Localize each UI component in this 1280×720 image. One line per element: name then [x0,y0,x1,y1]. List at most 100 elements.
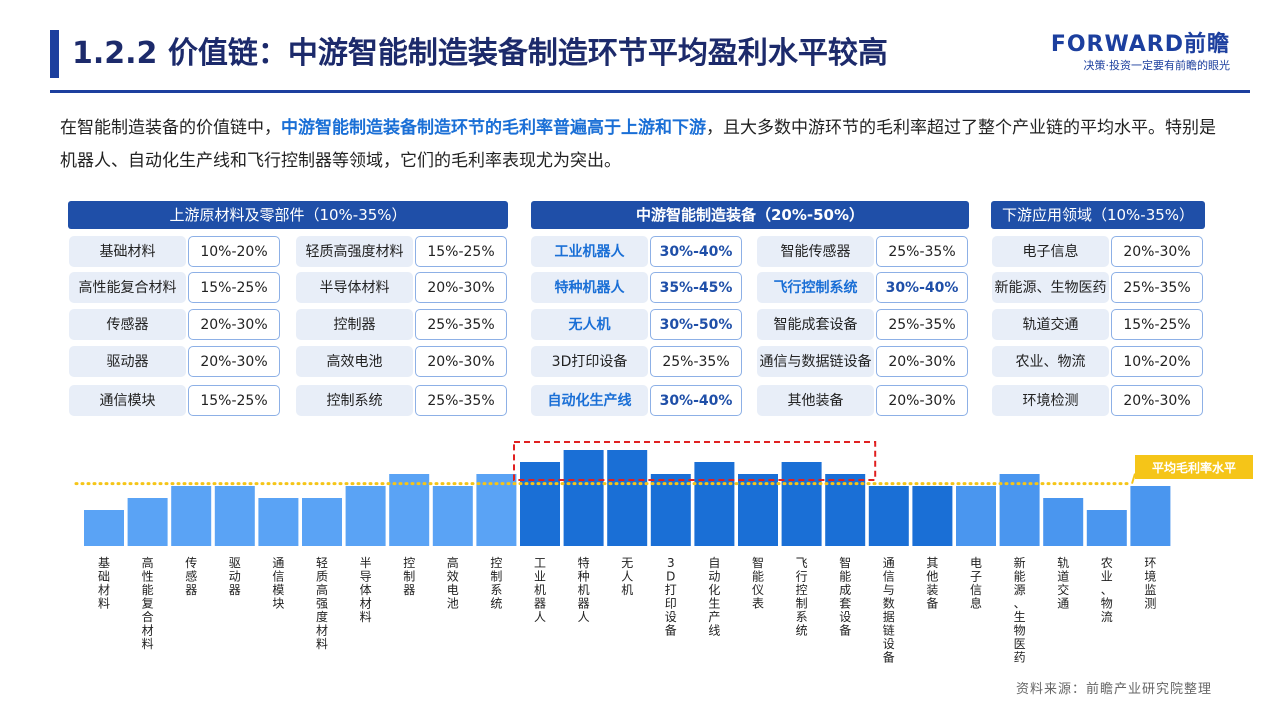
upstream-item-value: 15%-25% [415,236,507,267]
bar-飞行控制系统 [781,462,822,546]
bar-控制系统 [476,474,517,546]
bar-半导体材料 [345,486,386,546]
midstream-item-value: 20%-30% [876,346,968,377]
midstream-item-value: 35%-45% [650,272,742,303]
downstream-item-value: 20%-30% [1111,385,1203,416]
brand-logo: FORWARD前瞻 决策·投资一定要有前瞻的眼光 [1051,32,1230,74]
category-label: 基础材料 [98,556,110,611]
downstream-item-value: 20%-30% [1111,236,1203,267]
intro-highlight: 中游智能制造装备制造环节的毛利率普遍高于上游和下游 [281,118,706,138]
category-label: 工业机器人 [534,556,546,624]
bar-基础材料 [84,510,124,546]
midstream-item-label: 其他装备 [757,385,874,416]
category-label: 高性能复合材料 [142,555,154,651]
bar-传感器 [171,486,212,546]
upstream-item-value: 20%-30% [415,272,507,303]
bar-无人机 [607,450,648,546]
bar-电子信息 [956,486,996,546]
bar-新能源、生物医药 [999,474,1040,546]
bar-特种机器人 [563,450,604,546]
margin-bar-chart: 基础材料 高性能复合材料 传感器 驱动器 通信模块 轻质高强度材料 半导体材料 控制器 高效电池… [74,441,1253,665]
upstream-item-value: 20%-30% [415,346,507,377]
category-label: 智能成套设备 [839,555,851,638]
category-label: 农业、物流 [1101,556,1113,624]
bar-环境监测 [1130,486,1171,546]
category-label: 其他装备 [926,556,938,611]
midstream-item-value: 25%-35% [650,346,742,377]
upstream-item-value: 15%-25% [188,272,280,303]
upstream-item-label: 高性能复合材料 [69,272,186,303]
upstream-item-label: 基础材料 [69,236,186,267]
downstream-item-label: 农业、物流 [992,346,1109,377]
category-label: 环境监测 [1144,556,1156,611]
bar-智能成套设备 [825,474,866,546]
page-title: 1.2.2 价值链：中游智能制造装备制造环节平均盈利水平较高 [72,36,888,71]
category-label: 3 D 打印设备 [665,556,677,638]
category-label: 飞行控制系统 [796,556,808,638]
midstream-item-label: 工业机器人 [531,236,648,267]
logo-text: FORWARD前瞻 [1050,32,1230,57]
category-label: 电子信息 [970,556,982,611]
logo-slogan: 决策·投资一定要有前瞻的眼光 [1083,59,1231,72]
category-label: 轻质高强度材料 [316,556,328,651]
bar-驱动器 [214,486,255,546]
upstream-item-label: 控制系统 [296,385,413,416]
midstream-item-value: 25%-35% [876,236,968,267]
midstream-item-label: 无人机 [531,309,648,340]
category-label: 高效电池 [447,555,459,611]
midstream-item-value: 30%-40% [650,236,742,267]
average-label-box [1135,455,1253,479]
bar-高效电池 [432,486,473,546]
category-label: 轨道交通 [1057,556,1069,611]
category-label: 半导体材料 [360,556,372,624]
midstream-item-label: 自动化生产线 [531,385,648,416]
upstream-item-value: 20%-30% [188,346,280,377]
midstream-item-label: 特种机器人 [531,272,648,303]
category-label: 控制系统 [490,556,502,611]
midstream-item-label: 智能传感器 [757,236,874,267]
upstream-item-value: 10%-20% [188,236,280,267]
bar-通信与数据链设备 [868,486,909,546]
downstream-header: 下游应用领域（10%-35%） [991,201,1205,229]
upstream-item-value: 25%-35% [415,385,507,416]
midstream-item-value: 30%-40% [650,385,742,416]
category-label: 通信模块 [272,556,284,611]
midstream-item-label: 智能成套设备 [757,309,874,340]
category-label: 传感器 [185,555,197,597]
midstream-header: 中游智能制造装备（20%-50%） [531,201,969,229]
midstream-item-label: 飞行控制系统 [757,272,874,303]
category-label: 通信与数据链设备 [883,556,895,665]
midstream-item-label: 3D打印设备 [531,346,648,377]
bar-高性能复合材料 [127,498,168,546]
bar-3D打印设备 [650,474,691,546]
downstream-item-label: 新能源、生物医药 [992,272,1109,303]
category-label: 智能仪表 [752,555,764,611]
upstream-header: 上游原材料及零部件（10%-35%） [68,201,508,229]
bar-通信模块 [258,498,299,546]
downstream-item-label: 轨道交通 [992,309,1109,340]
bar-轨道交通 [1043,498,1084,546]
midstream-item-value: 20%-30% [876,385,968,416]
average-label: 平均毛利率水平 [1152,460,1236,475]
category-label: 控制器 [403,556,415,597]
highlight-box [513,441,877,481]
bar-轻质高强度材料 [302,498,342,546]
downstream-item-value: 10%-20% [1111,346,1203,377]
midstream-item-value: 30%-40% [876,272,968,303]
upstream-item-value: 25%-35% [415,309,507,340]
bar-控制器 [389,474,430,546]
upstream-item-value: 15%-25% [188,385,280,416]
category-label: 无人机 [621,556,633,597]
downstream-item-label: 电子信息 [992,236,1109,267]
midstream-item-label: 通信与数据链设备 [757,346,874,377]
midstream-item-value: 30%-50% [650,309,742,340]
midstream-item-value: 25%-35% [876,309,968,340]
bar-工业机器人 [520,462,560,546]
title-accent-bar [50,30,59,78]
upstream-item-label: 控制器 [296,309,413,340]
average-connector [1131,473,1136,484]
upstream-item-label: 驱动器 [69,346,186,377]
header-divider [50,90,1250,93]
intro-paragraph: 在智能制造装备的价值链中，中游智能制造装备制造环节的毛利率普遍高于上游和下游，且… [60,112,1230,178]
upstream-item-label: 半导体材料 [296,272,413,303]
